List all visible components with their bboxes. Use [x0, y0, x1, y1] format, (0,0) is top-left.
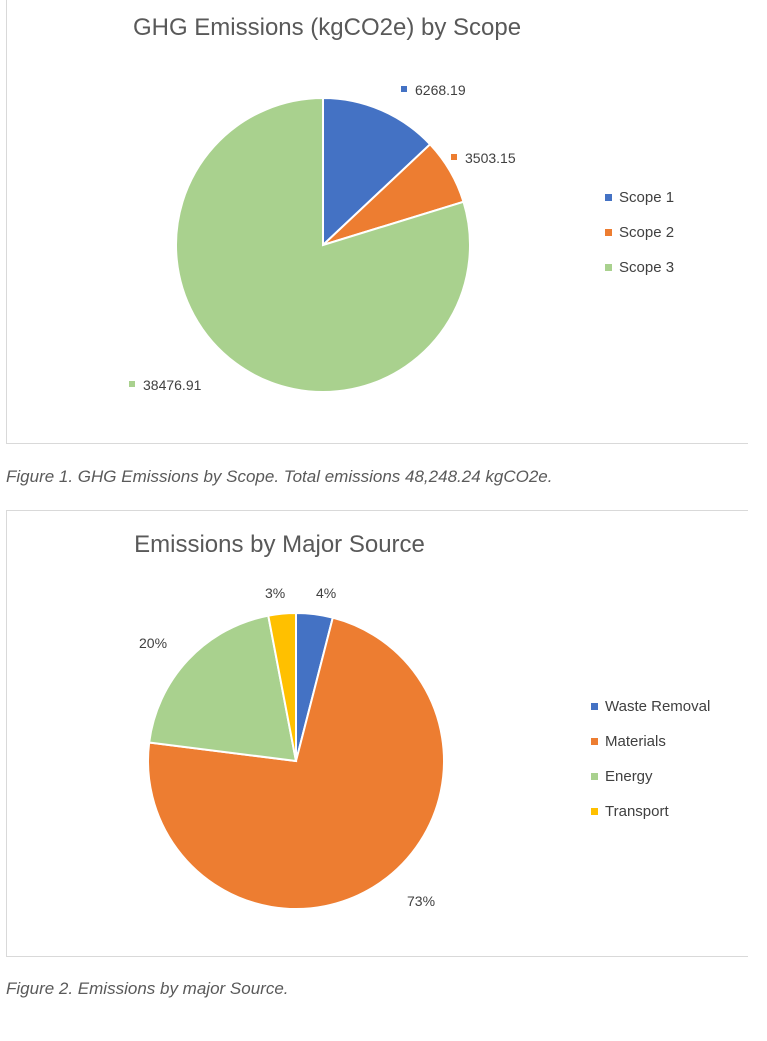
legend-item-scope-1: Scope 1 — [605, 180, 674, 215]
data-label: 73% — [407, 893, 435, 909]
legend-label: Energy — [605, 768, 653, 785]
legend-item-materials: Materials — [591, 724, 710, 759]
legend-swatch — [591, 703, 598, 710]
legend-item-scope-3: Scope 3 — [605, 250, 674, 285]
legend-item-scope-2: Scope 2 — [605, 215, 674, 250]
legend-label: Materials — [605, 733, 666, 750]
legend-swatch — [605, 229, 612, 236]
pie-chart-scope: 6268.19 3503.15 38476.91 — [129, 82, 516, 393]
pie-slice-scope-1 — [322, 96, 432, 248]
chart-title: GHG Emissions (kgCO2e) by Scope — [132, 14, 522, 41]
data-label-marker — [401, 86, 407, 92]
pie-chart-source: 4% 73% 20% 3% — [139, 585, 445, 910]
data-label-marker — [129, 381, 135, 387]
legend-swatch — [591, 738, 598, 745]
data-label: 4% — [316, 585, 336, 601]
chart-source: Emissions by Major Source 4% 73% 20% 3% Was… — [6, 510, 748, 957]
data-label: 38476.91 — [143, 377, 202, 393]
legend-label: Scope 1 — [619, 189, 675, 206]
data-label: 3503.15 — [465, 150, 516, 166]
data-label: 3% — [265, 585, 285, 601]
legend: Scope 1 Scope 2 Scope 3 — [605, 180, 674, 285]
chart-scope: GHG Emissions (kgCO2e) by Scope 6268.19 3… — [6, 0, 748, 444]
data-label-marker — [451, 154, 457, 160]
pie-slice-materials — [147, 616, 445, 910]
legend-item-transport: Transport — [591, 794, 710, 829]
pie-slice-energy — [148, 614, 298, 763]
legend-label: Transport — [605, 803, 669, 820]
legend-label: Scope 2 — [619, 224, 675, 241]
legend: Waste Removal Materials Energy Transport — [591, 689, 710, 829]
legend-label: Waste Removal — [605, 698, 711, 715]
pie-slice-scope-3 — [175, 96, 471, 393]
figure-caption-1: Figure 1. GHG Emissions by Scope. Total … — [6, 467, 553, 486]
data-label: 20% — [139, 635, 167, 651]
figure-caption-2: Figure 2. Emissions by major Source. — [6, 979, 289, 998]
legend-swatch — [605, 194, 612, 201]
pie-slice-transport — [267, 611, 297, 762]
data-label: 6268.19 — [415, 82, 466, 98]
chart-title: Emissions by Major Source — [134, 531, 425, 558]
legend-swatch — [605, 264, 612, 271]
legend-swatch — [591, 808, 598, 815]
legend-swatch — [591, 773, 598, 780]
legend-item-waste-removal: Waste Removal — [591, 689, 710, 724]
legend-label: Scope 3 — [619, 259, 675, 276]
legend-item-energy: Energy — [591, 759, 710, 794]
